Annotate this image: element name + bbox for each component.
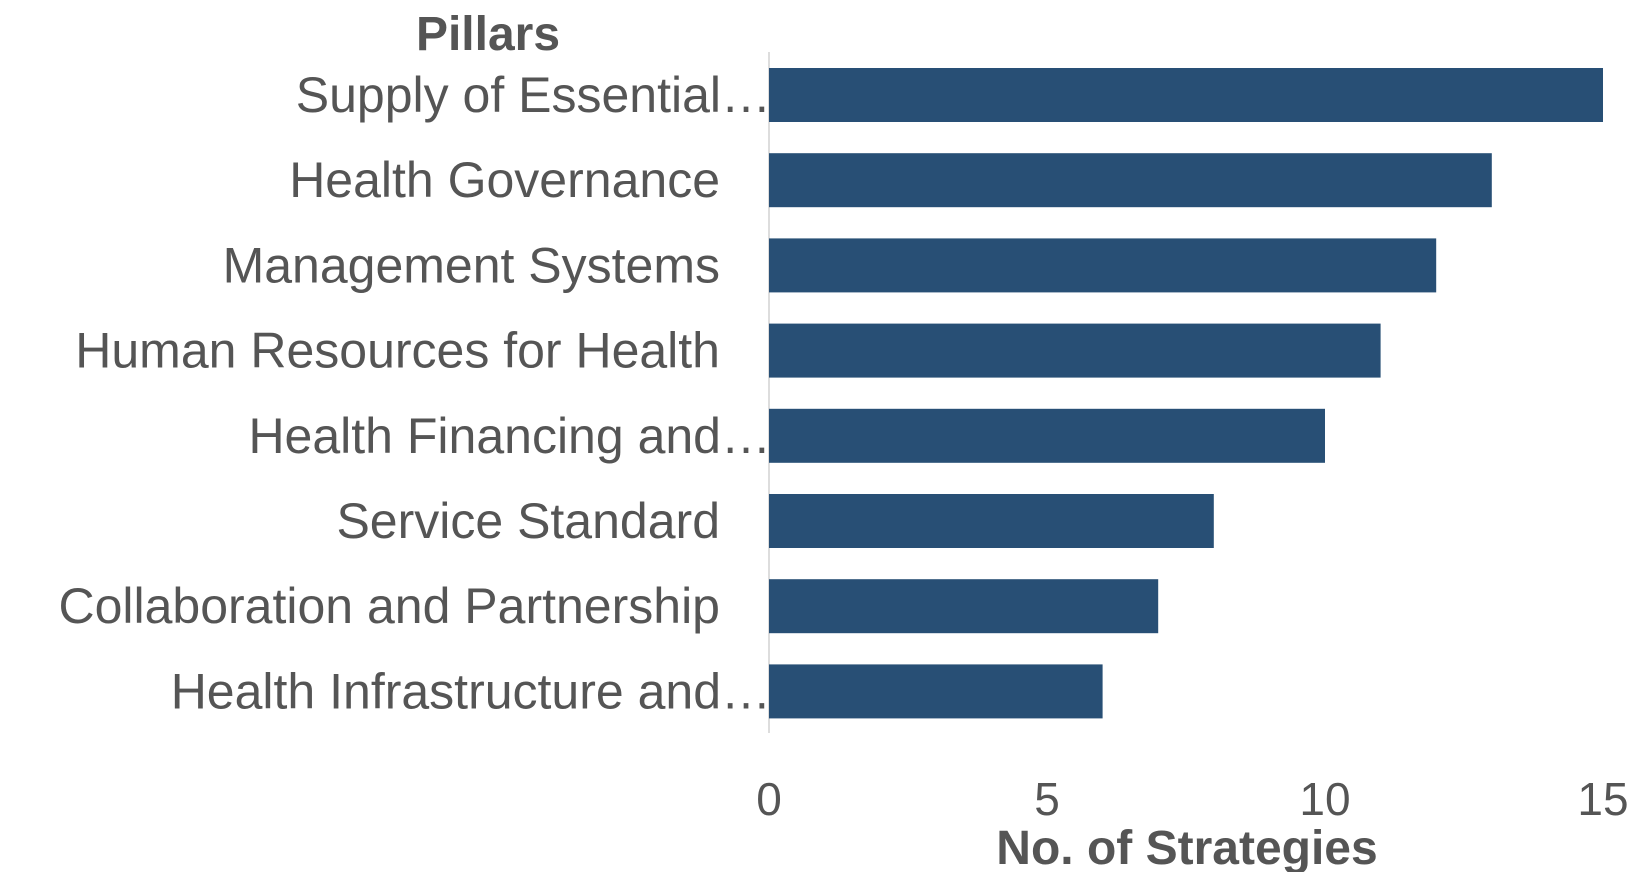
x-tick-label: 0 xyxy=(756,773,782,825)
bar xyxy=(769,238,1437,293)
category-label: Supply of Essential… xyxy=(296,67,771,123)
bar xyxy=(769,664,1103,719)
x-tick-label: 10 xyxy=(1299,773,1350,825)
bar xyxy=(769,408,1325,463)
x-axis-title: No. of Strategies xyxy=(996,822,1377,872)
x-tick-label: 5 xyxy=(1034,773,1060,825)
category-label: Management Systems xyxy=(223,237,720,293)
bar xyxy=(769,323,1381,378)
category-label: Health Governance xyxy=(289,152,720,208)
x-tick-labels: 0 5 10 15 xyxy=(756,773,1628,825)
category-labels: Supply of Essential… Health Governance Man… xyxy=(58,67,771,719)
category-label: Collaboration and Partnership xyxy=(58,578,720,634)
category-label: Human Resources for Health xyxy=(75,323,720,379)
bar xyxy=(769,579,1159,634)
bar xyxy=(769,494,1214,548)
bar xyxy=(769,68,1603,122)
category-label: Service Standard xyxy=(336,493,720,549)
x-tick-label: 15 xyxy=(1577,773,1628,825)
category-label: Health Infrastructure and… xyxy=(171,663,771,719)
y-axis-title: Pillars xyxy=(416,8,560,61)
category-label: Health Financing and… xyxy=(248,408,771,464)
bars-group xyxy=(769,68,1603,719)
bar xyxy=(769,153,1492,208)
